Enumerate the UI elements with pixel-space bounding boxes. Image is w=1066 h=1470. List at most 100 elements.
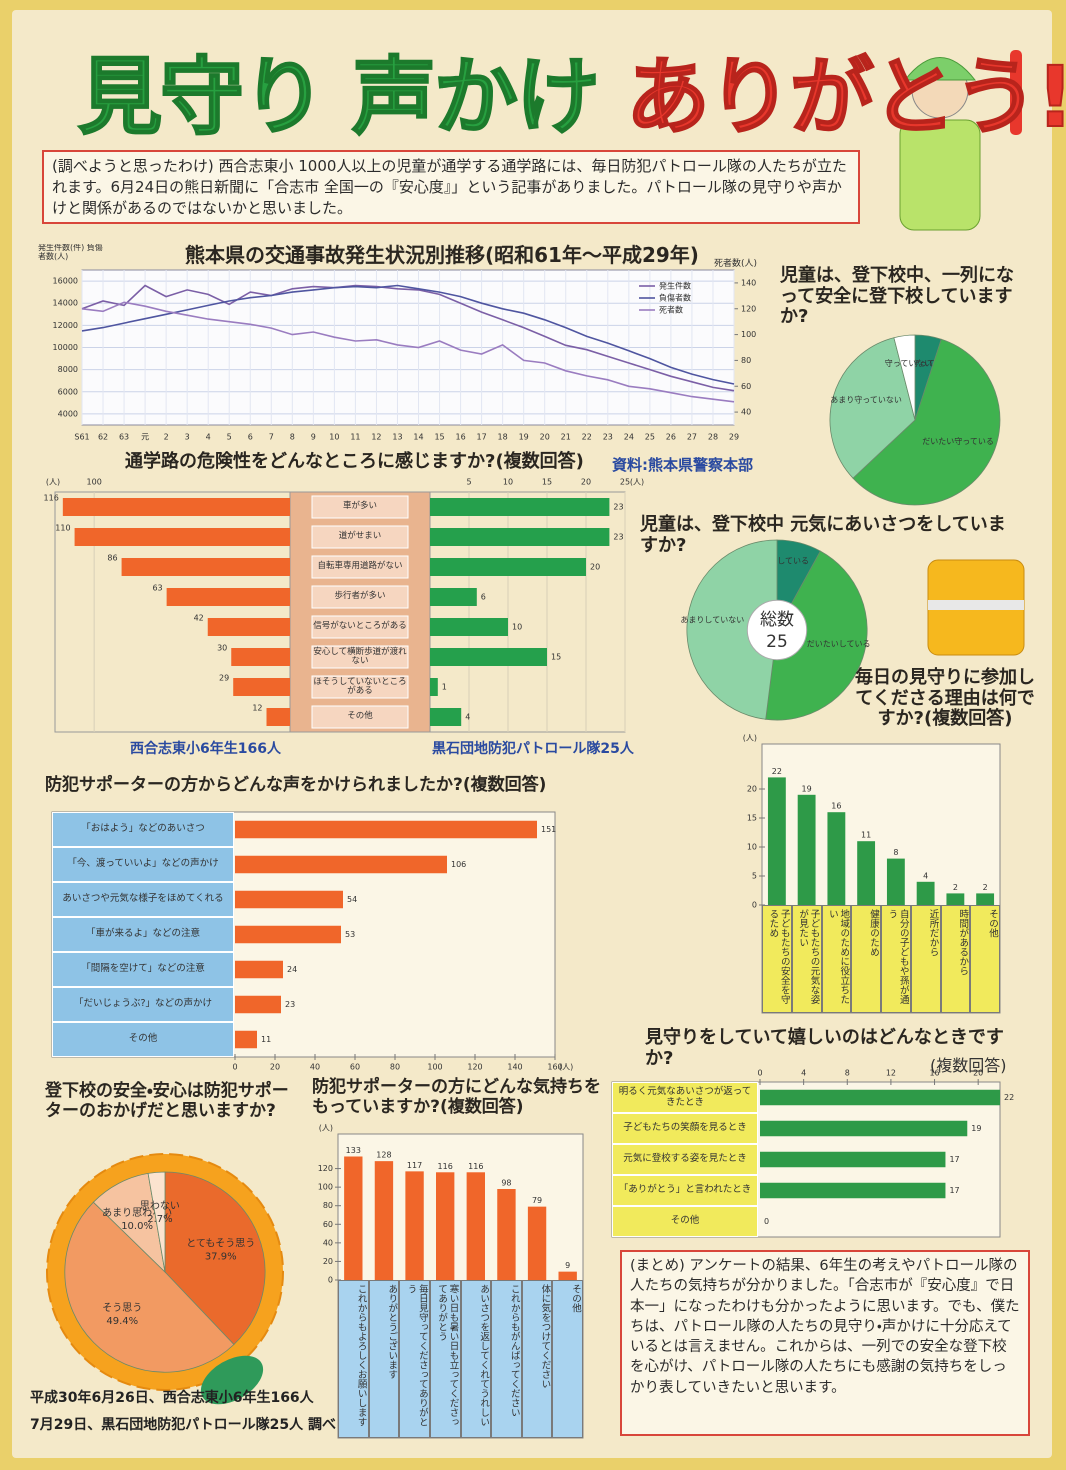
value-label: 0 — [764, 1217, 769, 1226]
bar — [75, 528, 290, 546]
x-tick-label: 40 — [310, 1063, 320, 1072]
y-tick-label: 80 — [323, 1201, 333, 1210]
value-label: 11 — [861, 831, 871, 840]
value-label: 2 — [953, 883, 958, 892]
value-label: 117 — [407, 1161, 422, 1170]
guard-helmet — [905, 58, 975, 81]
value-label: 98 — [501, 1179, 511, 1188]
value-label: 128 — [376, 1151, 391, 1160]
x-tick-label: 140 — [507, 1063, 522, 1072]
bar — [430, 678, 438, 696]
y-tick-label: 10 — [747, 843, 757, 852]
value-label: 110 — [55, 524, 70, 533]
y-tick-label: 5 — [752, 872, 757, 881]
legend-label: 負傷者数 — [659, 293, 691, 303]
bar — [375, 1161, 393, 1280]
value-label: 24 — [287, 965, 297, 974]
value-label: 116 — [438, 1162, 453, 1171]
value-label: 17 — [949, 1186, 959, 1195]
value-label: 17 — [949, 1155, 959, 1164]
x-tick-label: 14 — [413, 433, 423, 442]
x-tick-label: 5 — [227, 433, 232, 442]
x-tick-label: 9 — [311, 433, 316, 442]
y-tick-label: 20 — [747, 785, 757, 794]
x-tick-label: 26 — [666, 433, 676, 442]
x-tick-label: 4 — [206, 433, 211, 442]
x-tick-label: 12 — [886, 1069, 896, 1078]
bar — [768, 777, 786, 905]
x2-tick-label: 25 — [620, 478, 630, 487]
bar — [235, 821, 537, 839]
value-label: 53 — [345, 930, 355, 939]
bar — [235, 856, 447, 874]
value-label: 79 — [532, 1196, 542, 1205]
slice-label: あまり守っていない — [830, 395, 902, 404]
value-label: 11 — [261, 1035, 271, 1044]
x2-tick-label: 5 — [466, 478, 471, 487]
slice-value-label: 37.9% — [205, 1252, 237, 1263]
x-tick-label: 17 — [477, 433, 487, 442]
x2-tick-label: 15 — [542, 478, 552, 487]
value-label: 20 — [590, 563, 600, 572]
page: {"title": {"part1": "見守り", "part2": "声かけ… — [0, 0, 1066, 1470]
bar — [235, 961, 283, 979]
y-tick-label: 40 — [323, 1238, 333, 1247]
bar — [917, 882, 935, 905]
bar — [528, 1207, 546, 1280]
y-tick-label: 100 — [318, 1183, 333, 1192]
x-tick-label: 4 — [801, 1069, 806, 1078]
x-tick-label: 8 — [845, 1069, 850, 1078]
bar — [430, 618, 508, 636]
slice-value-label: 49.4% — [106, 1316, 138, 1327]
value-label: 23 — [613, 533, 623, 542]
bar — [760, 1183, 945, 1199]
value-label: 23 — [285, 1000, 295, 1009]
bar — [887, 859, 905, 905]
bar — [405, 1171, 423, 1280]
x-tick-label: 100 — [427, 1063, 442, 1072]
bar — [430, 498, 609, 516]
unit-label: (人) — [743, 734, 757, 743]
bar — [760, 1121, 967, 1137]
center-total: 25 — [766, 632, 788, 652]
value-label: 116 — [468, 1162, 483, 1171]
unit-label: (人) — [559, 1063, 573, 1072]
value-label: 8 — [893, 848, 898, 857]
slice-label: そう思う — [102, 1302, 142, 1314]
y-tick-label: 120 — [318, 1164, 333, 1173]
y-tick-label: 10000 — [53, 343, 78, 352]
unit-label: (人) — [319, 1124, 333, 1133]
bar — [267, 708, 291, 726]
unit-label: (人) — [46, 478, 60, 487]
x-tick-label: 13 — [392, 433, 402, 442]
category-cell — [312, 556, 408, 578]
slice-label: とてもそう思う — [186, 1238, 255, 1250]
x-tick-label: 12 — [371, 433, 381, 442]
x-tick-label: 18 — [498, 433, 508, 442]
x-tick-label: 21 — [561, 433, 571, 442]
center-label: 総数 — [760, 610, 794, 630]
x-tick-label: 25 — [645, 433, 655, 442]
y2-tick-label: 120 — [741, 304, 756, 313]
bar — [208, 618, 290, 636]
category-cell — [312, 526, 408, 548]
value-label: 19 — [971, 1124, 981, 1133]
value-label: 151 — [541, 825, 556, 834]
bar — [430, 588, 477, 606]
bar — [857, 841, 875, 905]
bar — [430, 648, 547, 666]
value-label: 19 — [802, 784, 812, 793]
x-tick-label: 62 — [98, 433, 108, 442]
x-tick-label: 7 — [269, 433, 274, 442]
value-label: 54 — [347, 895, 357, 904]
slice-label: だいたい守っている — [922, 437, 994, 446]
value-label: 4 — [923, 871, 928, 880]
bar — [235, 996, 281, 1014]
x-tick-label: 11 — [350, 433, 360, 442]
x-tick-label: 15 — [434, 433, 444, 442]
bar — [233, 678, 290, 696]
bar — [235, 1031, 257, 1049]
bar — [760, 1090, 1000, 1106]
bar — [235, 926, 341, 944]
x-tick-label: 16 — [929, 1069, 939, 1078]
